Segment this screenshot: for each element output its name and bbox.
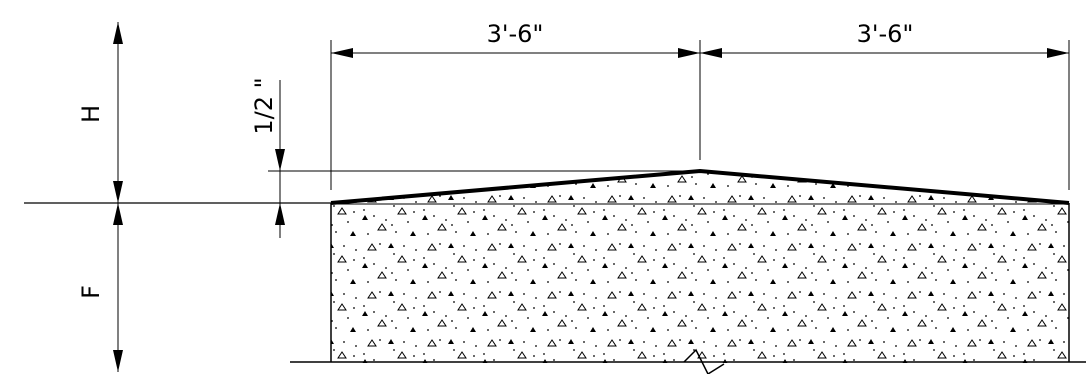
arrow-rise-bottom — [275, 203, 285, 225]
arrow-left-end — [678, 48, 700, 58]
arrow-left-start — [331, 48, 353, 58]
crown-rise-label: 1/2 " — [250, 77, 278, 134]
height-label: H — [77, 105, 105, 123]
arrow-h-top — [113, 22, 123, 44]
arrow-right-end — [1047, 48, 1069, 58]
crown-wedge — [331, 171, 1069, 203]
arrow-f-bottom — [113, 350, 123, 372]
arrow-f-top — [113, 203, 123, 225]
left-width-label: 3'-6" — [487, 20, 544, 48]
right-width-label: 3'-6" — [857, 20, 914, 48]
arrow-rise-top — [275, 149, 285, 171]
footing-label: F — [77, 285, 105, 299]
break-symbol — [683, 348, 725, 374]
slab-body — [331, 203, 1069, 363]
arrow-h-bottom — [113, 181, 123, 203]
arrow-right-start — [700, 48, 722, 58]
